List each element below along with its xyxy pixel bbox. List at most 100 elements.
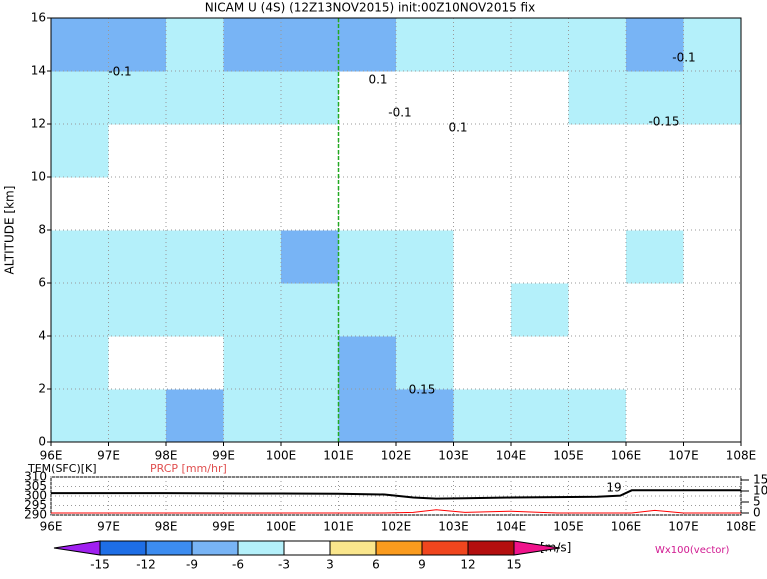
heat-cell — [51, 177, 109, 231]
heat-cell — [626, 336, 684, 390]
heat-cell — [281, 283, 339, 337]
heat-cell — [223, 124, 282, 178]
heat-cell — [108, 230, 167, 284]
heat-cell — [453, 230, 512, 284]
y2-tick-label: 15 — [753, 473, 767, 487]
heat-cell — [453, 124, 512, 178]
heat-cell — [223, 283, 282, 337]
heat-cell — [683, 124, 742, 178]
heat-cell — [683, 283, 742, 337]
colorbar-label: 3 — [326, 558, 334, 572]
heat-cell — [223, 230, 282, 284]
heat-cell — [396, 283, 454, 337]
x-tick-label: 99E — [212, 449, 235, 463]
colorbar-label: 6 — [372, 558, 380, 572]
heat-cell — [281, 18, 339, 72]
heat-cell — [626, 124, 684, 178]
x-tick-label: 106E — [611, 449, 642, 463]
heat-cell — [683, 336, 742, 390]
heat-cell — [108, 283, 167, 337]
heat-cell — [51, 389, 109, 443]
y-tick-label: 290 — [24, 508, 47, 522]
heat-cell — [223, 18, 282, 72]
heat-cell — [108, 389, 167, 443]
heat-cell — [511, 230, 569, 284]
heat-cell — [683, 71, 742, 125]
heat-cell — [396, 177, 454, 231]
heat-cell — [51, 71, 109, 125]
colorbar-cell — [513, 540, 561, 556]
heat-cell — [511, 177, 569, 231]
colorbar-label: -3 — [278, 558, 290, 572]
legend-entry: PRCP [mm/hr] — [150, 462, 227, 475]
y-tick-label: 295 — [24, 498, 47, 512]
x-tick-label: 101E — [323, 449, 354, 463]
colorbar-label: -6 — [232, 558, 244, 572]
heat-cell — [511, 18, 569, 72]
y-tick-label: 8 — [38, 223, 46, 237]
heat-cell — [281, 230, 339, 284]
heat-cell — [396, 124, 454, 178]
heat-cell — [166, 177, 224, 231]
heat-cell — [511, 124, 569, 178]
x-tick-label: 100E — [266, 449, 297, 463]
colorbar-cell — [99, 540, 147, 556]
heat-cell — [338, 283, 397, 337]
colorbar-cell — [191, 540, 239, 556]
x-tick-label: 96E — [40, 520, 63, 534]
y2-tick-label: 5 — [753, 495, 761, 509]
heat-cell — [568, 177, 627, 231]
x-tick-label: 101E — [323, 520, 354, 534]
x-tick-label: 99E — [212, 520, 235, 534]
heat-cell — [281, 177, 339, 231]
heat-cell — [683, 389, 742, 443]
heat-cell — [166, 18, 224, 72]
heat-cell — [338, 124, 397, 178]
heat-cell — [51, 230, 109, 284]
x-tick-label: 103E — [438, 520, 469, 534]
heat-cell — [568, 124, 627, 178]
contour-label: -0.1 — [388, 106, 411, 120]
plot-frame — [50, 17, 742, 443]
heat-cell — [453, 336, 512, 390]
heat-cell — [511, 283, 569, 337]
heat-cell — [396, 336, 454, 390]
heat-cell — [511, 336, 569, 390]
y2-tick-label: 0 — [753, 506, 761, 520]
heat-cell — [568, 283, 627, 337]
x-tick-label: 105E — [553, 520, 584, 534]
x-tick-label: 108E — [726, 520, 757, 534]
y-tick-label: 0 — [38, 435, 46, 449]
heat-cell — [281, 71, 339, 125]
x-tick-label: 102E — [381, 520, 412, 534]
y-tick-label: 2 — [38, 382, 46, 396]
heat-cell — [511, 71, 569, 125]
heat-cell — [108, 71, 167, 125]
heat-cell — [338, 336, 397, 390]
x-tick-label: 102E — [381, 449, 412, 463]
line-label: 19 — [606, 481, 621, 495]
heat-cell — [166, 283, 224, 337]
y-tick-label: 12 — [31, 117, 46, 131]
heat-cell — [281, 124, 339, 178]
x-tick-label: 106E — [611, 520, 642, 534]
heat-cell — [338, 389, 397, 443]
x-tick-label: 108E — [726, 449, 757, 463]
y-tick-label: 300 — [24, 489, 47, 503]
x-tick-label: 96E — [40, 449, 63, 463]
heat-cell — [396, 18, 454, 72]
x-tick-label: 107E — [668, 449, 699, 463]
heat-cell — [338, 18, 397, 72]
series-line — [51, 489, 741, 500]
y-tick-label: 4 — [38, 329, 46, 343]
heat-cell — [223, 389, 282, 443]
heat-cell — [568, 71, 627, 125]
heat-cell — [626, 71, 684, 125]
colorbar-cell — [467, 540, 515, 556]
heat-cell — [166, 230, 224, 284]
x-tick-label: 100E — [266, 520, 297, 534]
heat-cell — [338, 177, 397, 231]
x-tick-label: 98E — [155, 449, 178, 463]
heat-cell — [108, 124, 167, 178]
heat-cell — [396, 389, 454, 443]
